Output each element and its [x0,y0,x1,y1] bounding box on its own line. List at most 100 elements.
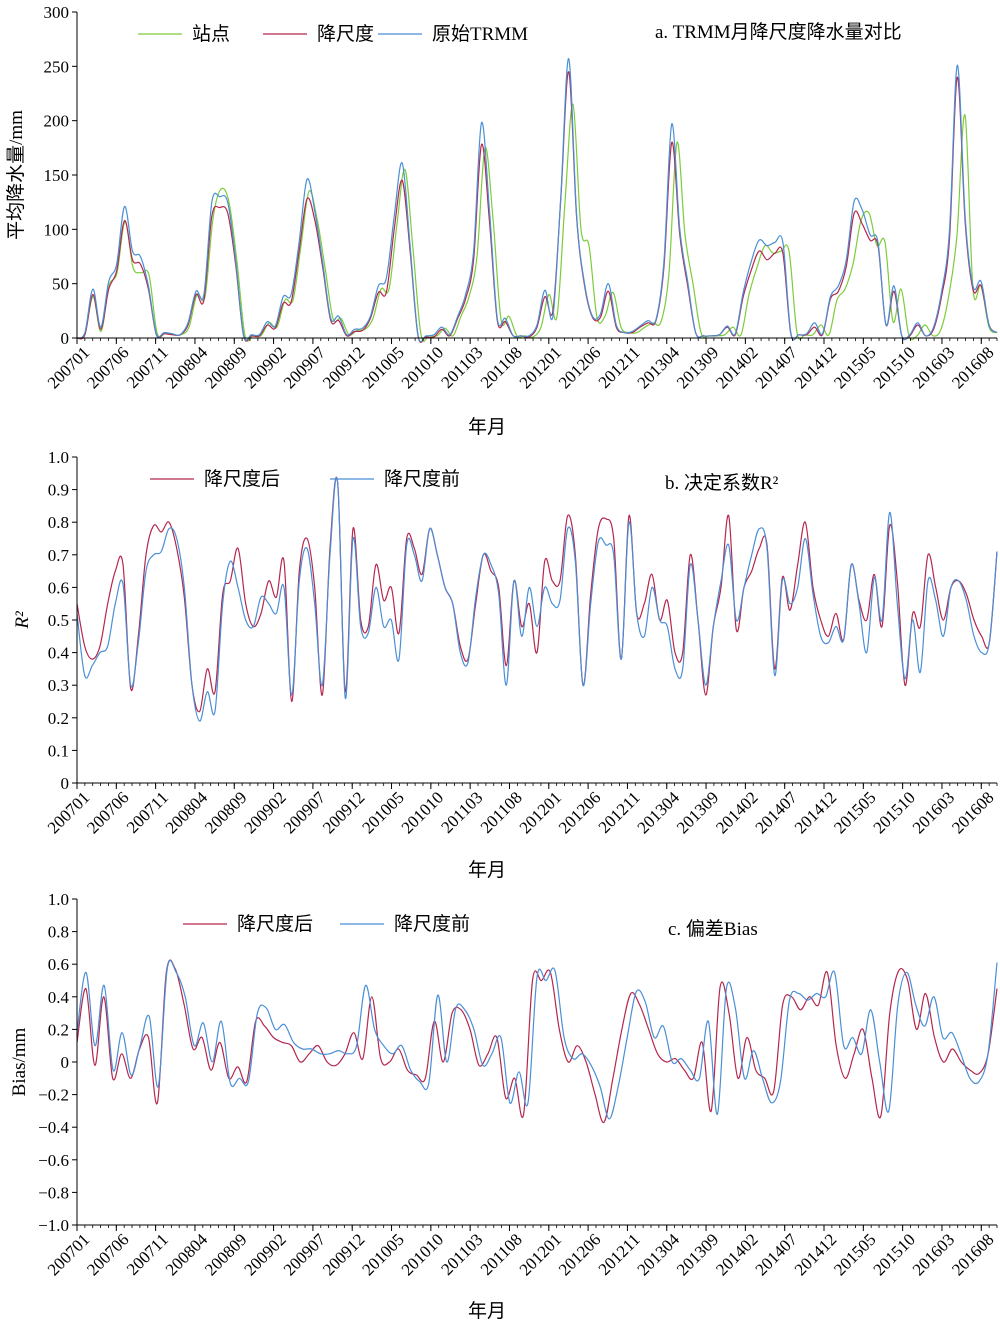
x-tick-label: 200809 [201,1230,250,1279]
x-tick-label: 201201 [516,343,565,392]
x-tick-label: 201211 [595,343,644,392]
y-tick-label: 1.0 [48,890,69,909]
x-tick-label: 201608 [948,788,997,837]
y-tick-label: 0.8 [48,923,69,942]
legend: 站点 降尺度 原始TRMM [138,23,528,45]
x-tick-label: 201201 [516,1230,565,1279]
y-tick-label: 0.5 [48,611,69,630]
x-tick-label: 200912 [319,788,368,837]
series-line-1 [76,476,998,713]
y-tick-label: 0 [61,329,70,348]
x-tick-label: 201206 [555,1230,604,1279]
x-tick-label: 201108 [477,343,526,392]
y-tick-label: −0.6 [38,1151,69,1170]
y-tick-label: 0.3 [48,676,69,695]
x-axis-title: 年月 [468,859,506,881]
x-tick-label: 201108 [477,1230,526,1279]
x-tick-label: 201402 [712,1230,761,1279]
x-tick-label: 201505 [830,1230,879,1279]
x-tick-label: 201304 [634,1230,684,1280]
y-tick-label: 0.9 [48,481,69,500]
chart-panel-1: 0501001502002503002007012007062007112008… [5,3,998,438]
legend-label: 原始TRMM [432,23,528,45]
x-tick-label: 201603 [909,1230,958,1279]
y-tick-label: 300 [44,3,70,22]
y-axis-title: R² [12,611,33,630]
series-line-2 [76,477,998,722]
x-tick-label: 200902 [240,1230,289,1279]
x-tick-label: 201005 [358,788,407,837]
x-tick-label: 200907 [280,788,330,838]
x-tick-label: 201505 [830,788,879,837]
y-axis-title: 平均降水量/mm [5,110,27,240]
legend-label: 降尺度 [317,23,374,45]
x-tick-label: 200912 [319,343,368,392]
x-tick-label: 201108 [477,788,526,837]
x-tick-label: 200902 [240,343,289,392]
x-tick-label: 201010 [398,343,447,392]
x-tick-label: 201412 [791,1230,840,1279]
x-tick-label: 201407 [752,1230,802,1280]
x-tick-label: 200809 [201,343,250,392]
x-tick-label: 200706 [83,788,132,837]
x-tick-label: 201201 [516,788,565,837]
y-tick-label: 0.6 [48,955,69,974]
x-tick-label: 201309 [673,788,722,837]
y-tick-label: 0 [61,1053,70,1072]
x-tick-label: 201309 [673,1230,722,1279]
x-tick-label: 200701 [44,788,93,837]
y-tick-label: 0.2 [48,1020,69,1039]
x-tick-label: 200907 [280,343,330,393]
x-tick-label: 201211 [595,1230,644,1279]
x-axis-title: 年月 [468,416,506,438]
y-tick-label: −0.2 [38,1086,69,1105]
x-tick-label: 200711 [123,788,172,837]
series-line-2 [76,71,998,343]
x-tick-label: 201412 [791,343,840,392]
x-tick-label: 200902 [240,788,289,837]
x-tick-label: 200711 [123,1230,172,1279]
legend-label: 降尺度前 [394,913,470,935]
panel-title: a. TRMM月降尺度降水量对比 [655,21,902,43]
y-tick-label: −1.0 [38,1216,69,1235]
series-line-2 [76,959,998,1120]
y-tick-label: −0.8 [38,1183,69,1202]
x-tick-label: 201412 [791,788,840,837]
y-tick-label: −0.4 [38,1118,69,1137]
x-tick-label: 201510 [869,343,918,392]
x-tick-label: 200711 [123,343,172,392]
chart-panel-3: −1.0 −0.8 −0.6 −0.4 −0.2 0 0.2 0.4 0.6 0.8 1.0 2007… [9,890,998,1322]
x-tick-label: 200809 [201,788,250,837]
x-axis-title: 年月 [468,1300,506,1322]
legend-label: 降尺度后 [237,913,313,935]
x-tick-label: 200701 [44,343,93,392]
y-tick-label: 0.4 [48,644,70,663]
legend: 降尺度后 降尺度前 [183,913,470,935]
series-line-3 [76,58,998,343]
x-tick-label: 200907 [280,1230,330,1280]
y-tick-label: 0.7 [48,546,70,565]
y-tick-label: 0.8 [48,513,69,532]
x-tick-label: 200804 [162,343,212,393]
x-tick-label: 201608 [948,1230,997,1279]
y-tick-label: 0.6 [48,578,69,597]
x-tick-label: 201103 [437,788,486,837]
x-tick-label: 201206 [555,788,604,837]
y-tick-label: 0 [61,774,70,793]
x-tick-label: 200706 [83,1230,132,1279]
x-tick-label: 201304 [634,788,684,838]
x-tick-label: 201603 [909,343,958,392]
x-tick-label: 201010 [398,788,447,837]
x-tick-label: 201407 [752,788,802,838]
panel-title: b. 决定系数R² [665,472,779,494]
y-tick-label: 1.0 [48,448,69,467]
chart-panel-2: 00.10.20.30.40.50.60.70.80.91.0200701200… [12,448,998,881]
panel-title: c. 偏差Bias [668,918,758,940]
y-tick-label: 250 [44,57,70,76]
series-line-1 [76,103,998,342]
x-tick-label: 201510 [869,1230,918,1279]
series-line-1 [76,959,998,1123]
legend-label: 降尺度前 [384,468,460,490]
y-axis-title: Bias/mm [9,1027,30,1096]
